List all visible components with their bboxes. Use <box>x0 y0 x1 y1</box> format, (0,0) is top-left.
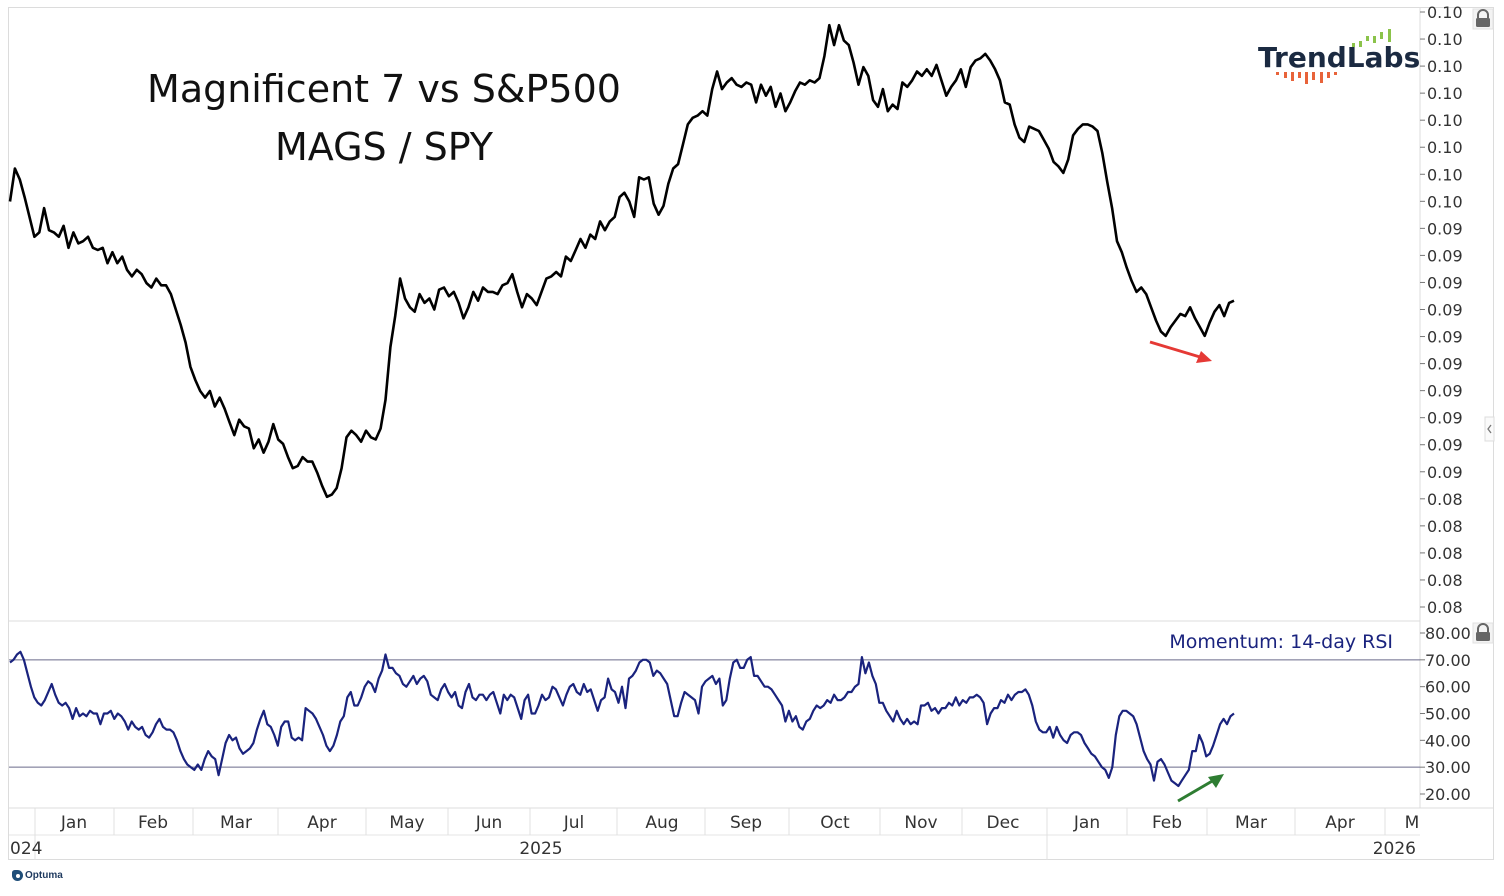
month-label: Jul <box>563 813 585 833</box>
price-y-tick-label: 0.09 <box>1427 219 1463 238</box>
price-y-tick-label: 0.10 <box>1427 138 1463 157</box>
trendlabs-logo: TrendLabs <box>1258 29 1420 84</box>
month-label: Aug <box>645 813 678 833</box>
month-label: Dec <box>987 813 1020 833</box>
price-y-tick-label: 0.08 <box>1427 544 1463 563</box>
rsi-panel-title: Momentum: 14-day RSI <box>1169 631 1393 653</box>
rsi-y-tick-label: 40.00 <box>1425 731 1471 750</box>
rsi-y-tick-label: 50.00 <box>1425 705 1471 724</box>
month-label: Feb <box>138 813 168 833</box>
month-label: Sep <box>730 813 762 833</box>
price-y-axis: 0.10 0.10 0.10 0.10 0.10 0.10 0.10 0.10 0.09 0.09… <box>1420 3 1463 617</box>
rsi-y-tick-label: 30.00 <box>1425 758 1471 777</box>
rsi-y-tick-label: 70.00 <box>1425 651 1471 670</box>
rsi-y-tick-label: 20.00 <box>1425 785 1471 804</box>
price-y-tick-label: 0.09 <box>1427 463 1463 482</box>
price-y-tick-label: 0.10 <box>1427 165 1463 184</box>
price-y-tick-label: 0.09 <box>1427 409 1463 428</box>
collapse-panel-chevron-left-icon[interactable] <box>1484 416 1495 442</box>
price-series-line <box>8 23 1235 499</box>
month-label: Nov <box>904 813 937 833</box>
month-label: May <box>389 813 424 833</box>
logo-orange-bars-icon <box>1276 72 1337 84</box>
price-y-tick-label: 0.08 <box>1427 517 1463 536</box>
price-y-tick-label: 0.09 <box>1427 301 1463 320</box>
month-label: Oct <box>820 813 850 833</box>
rsi-y-tick-label: 60.00 <box>1425 678 1471 697</box>
month-label: Apr <box>307 813 336 833</box>
chart-subtitle: MAGS / SPY <box>275 125 494 169</box>
optuma-logo-icon <box>12 870 23 881</box>
price-y-tick-label: 0.10 <box>1427 111 1463 130</box>
price-y-tick-label: 0.10 <box>1427 57 1463 76</box>
year-label: 024 <box>10 839 42 859</box>
red-trend-arrow <box>1149 340 1212 363</box>
rsi-y-axis: 80.00 70.00 60.00 50.00 40.00 30.00 20.00 <box>1420 624 1471 804</box>
price-y-tick-label: 0.10 <box>1427 30 1463 49</box>
month-label: Mar <box>1235 813 1267 833</box>
green-trend-arrow <box>1177 774 1224 803</box>
month-label: Apr <box>1325 813 1354 833</box>
price-y-tick-label: 0.10 <box>1427 84 1463 103</box>
price-y-tick-label: 0.08 <box>1427 571 1463 590</box>
x-axis-years: 024 2025 2026 <box>10 835 1416 860</box>
month-label: Jun <box>475 813 503 833</box>
price-y-tick-label: 0.09 <box>1427 382 1463 401</box>
optuma-brand: Optuma <box>12 870 63 881</box>
price-y-tick-label: 0.09 <box>1427 355 1463 374</box>
year-label: 2025 <box>519 839 562 859</box>
price-y-tick-label: 0.10 <box>1427 192 1463 211</box>
price-y-tick-label: 0.09 <box>1427 246 1463 265</box>
price-y-tick-label: 0.10 <box>1427 3 1463 22</box>
price-y-tick-label: 0.09 <box>1427 436 1463 455</box>
month-label: Jan <box>60 813 87 833</box>
chart-title: Magnificent 7 vs S&P500 <box>147 67 621 111</box>
rsi-series-line <box>9 650 1235 788</box>
price-y-tick-label: 0.08 <box>1427 598 1463 617</box>
price-y-tick-label: 0.09 <box>1427 273 1463 292</box>
trendlabs-logo-text: TrendLabs <box>1258 41 1420 74</box>
rsi-y-tick-label: 80.00 <box>1425 624 1471 643</box>
month-label: Feb <box>1152 813 1182 833</box>
price-y-tick-label: 0.08 <box>1427 490 1463 509</box>
logo-green-bars-icon <box>1352 29 1391 47</box>
optuma-brand-text: Optuma <box>25 870 63 881</box>
price-y-tick-label: 0.09 <box>1427 328 1463 347</box>
month-label: Mar <box>220 813 252 833</box>
year-label: 2026 <box>1373 839 1416 859</box>
month-label: M <box>1405 813 1420 833</box>
month-label: Jan <box>1073 813 1100 833</box>
rsi-panel-lock-icon[interactable] <box>1472 622 1494 644</box>
x-axis-months: Jan Feb Mar Apr May Jun Jul Aug Sep Oct Nov Dec Jan F… <box>34 808 1420 835</box>
price-panel-lock-icon[interactable] <box>1472 8 1494 30</box>
